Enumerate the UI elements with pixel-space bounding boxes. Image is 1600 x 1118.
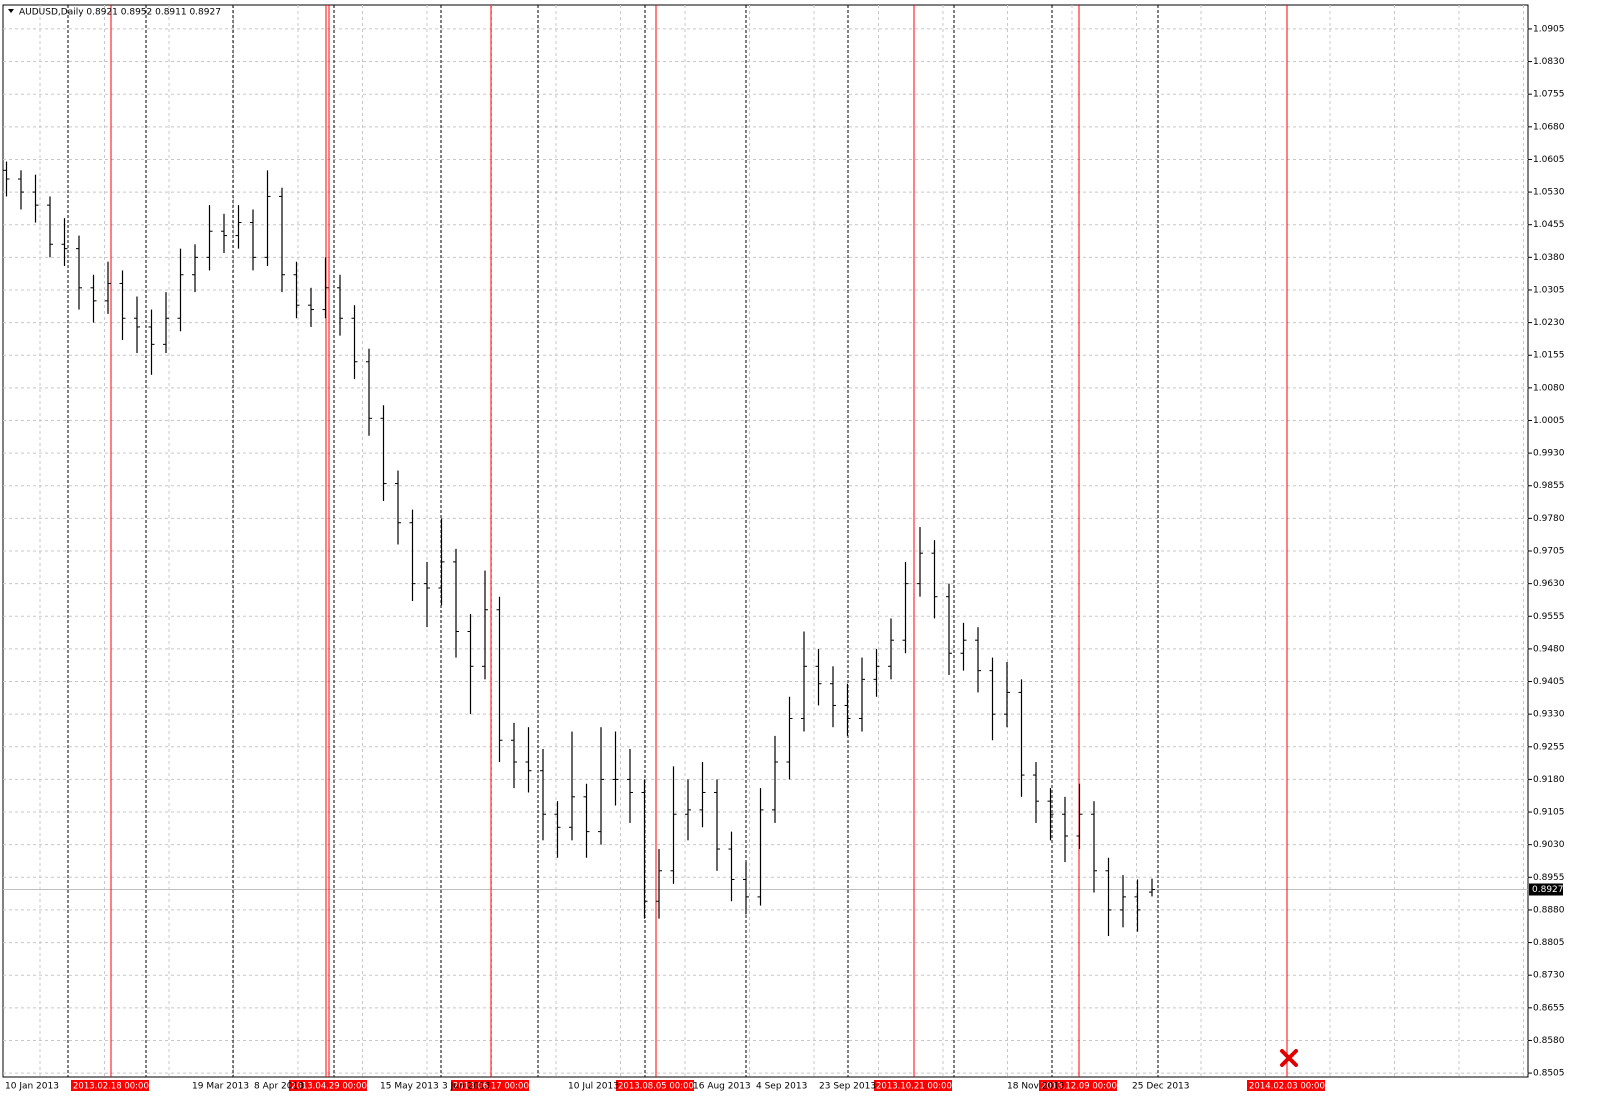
- y-tick-label: 0.8655: [1533, 1003, 1565, 1013]
- marker-label-box: [1247, 1080, 1325, 1091]
- period-lines: [3, 5, 1528, 1077]
- marker-label: 2013.12.09 00:00: [1041, 1082, 1117, 1092]
- y-tick-label: 0.9930: [1533, 449, 1565, 459]
- plot-frame: [2, 4, 1529, 1078]
- y-tick-label: 0.9705: [1533, 547, 1565, 557]
- chart-title: AUDUSD,Daily 0.8921 0.8952 0.8911 0.8927: [19, 8, 221, 18]
- marker-label-box: [289, 1080, 367, 1091]
- y-tick-label: 0.9330: [1533, 710, 1565, 720]
- y-tick-label: 1.0755: [1533, 90, 1565, 100]
- y-tick-label: 1.0605: [1533, 155, 1565, 165]
- y-tick-label: 0.8505: [1533, 1069, 1565, 1079]
- y-tick-label: 1.0230: [1533, 318, 1565, 328]
- marker-label: 2013.06.17 00:00: [453, 1082, 529, 1092]
- marker-label: 2013.04.29 00:00: [291, 1082, 367, 1092]
- y-tick-label: 0.9180: [1533, 775, 1565, 785]
- x-tick-label: 4 Sep 2013: [756, 1082, 807, 1092]
- y-tick-label: 0.9480: [1533, 644, 1565, 654]
- y-tick-label: 0.9630: [1533, 579, 1565, 589]
- x-tick-label: 25 Dec 2013: [1132, 1082, 1190, 1092]
- y-tick-label: 0.9105: [1533, 808, 1565, 818]
- marker-label: 2014.02.03 00:00: [1249, 1082, 1325, 1092]
- y-tick-label: 0.9030: [1533, 840, 1565, 850]
- x-tick-label: 8 Apr 2013: [254, 1082, 304, 1092]
- marker-label-box: [874, 1080, 952, 1091]
- current-price-label: 0.8927: [1532, 885, 1564, 895]
- grid: [3, 5, 1528, 1077]
- y-tick-label: 0.8580: [1533, 1036, 1565, 1046]
- y-tick-label: 0.9855: [1533, 481, 1565, 491]
- y-tick-label: 1.0380: [1533, 253, 1565, 263]
- y-tick-label: 1.0455: [1533, 220, 1565, 230]
- x-tick-label: 10 Jul 2013: [568, 1082, 619, 1092]
- y-tick-label: 1.0155: [1533, 351, 1565, 361]
- y-tick-label: 0.9255: [1533, 742, 1565, 752]
- marker-label-box: [616, 1080, 694, 1091]
- y-tick-label: 0.8730: [1533, 971, 1565, 981]
- axes: 0.8505 0.8580 0.8655 0.8730 0.8805 0.8880 0.89…: [5, 24, 1565, 1091]
- y-tick-label: 0.8805: [1533, 938, 1565, 948]
- y-tick-label: 1.0305: [1533, 285, 1565, 295]
- y-tick-label: 1.0530: [1533, 188, 1565, 198]
- y-tick-label: 1.0680: [1533, 122, 1565, 132]
- y-tick-label: 1.0830: [1533, 57, 1565, 67]
- menu-arrow[interactable]: [8, 9, 14, 13]
- y-tick-label: 0.8880: [1533, 905, 1565, 915]
- marker-label-box: [71, 1080, 149, 1091]
- x-tick-label: 16 Aug 2013: [693, 1082, 751, 1092]
- x-tick-label: 23 Sep 2013: [819, 1082, 876, 1092]
- marker-label: 2013.02.18 00:00: [73, 1082, 149, 1092]
- marker-label-box: [1039, 1080, 1117, 1091]
- x-tick-label: 10 Jan 2013: [5, 1082, 59, 1092]
- delete-icon[interactable]: [1280, 1049, 1298, 1067]
- marker-label-box: [451, 1080, 529, 1091]
- y-tick-label: 0.8955: [1533, 873, 1565, 883]
- y-tick-label: 1.0005: [1533, 416, 1565, 426]
- bars: [3, 161, 1155, 937]
- y-tick-label: 0.9780: [1533, 514, 1565, 524]
- y-tick-label: 1.0905: [1533, 24, 1565, 34]
- x-tick-label: 19 Mar 2013: [192, 1082, 249, 1092]
- current-price-box: [1529, 883, 1563, 896]
- y-tick-label: 0.9405: [1533, 677, 1565, 687]
- x-tick-label: 15 May 2013: [380, 1082, 439, 1092]
- y-tick-label: 1.0080: [1533, 383, 1565, 393]
- x-tick-label: 18 Nov 2013: [1007, 1082, 1065, 1092]
- marker-label: 2013.10.21 00:00: [876, 1082, 952, 1092]
- marker-label: 2013.08.05 00:00: [618, 1082, 694, 1092]
- y-tick-label: 0.9555: [1533, 612, 1565, 622]
- x-tick-label: 3 Jun 2013: [442, 1082, 490, 1092]
